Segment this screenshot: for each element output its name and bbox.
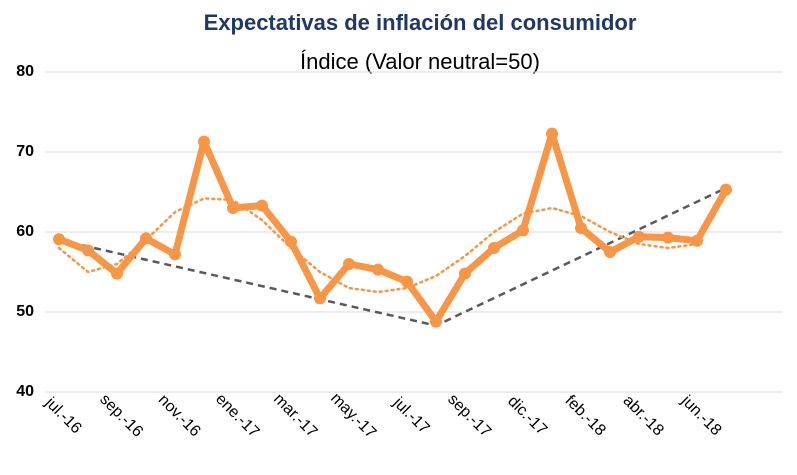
point (604, 246, 616, 258)
x-tick-label: nov.-16 (155, 391, 204, 440)
chart-subtitle: Índice (Valor neutral=50) (300, 49, 540, 74)
y-tick-label: 40 (16, 383, 34, 400)
y-tick-label: 50 (16, 303, 34, 320)
point (459, 267, 471, 280)
x-tick-label: sep.-16 (96, 391, 146, 441)
point (140, 232, 152, 245)
chart-title: Expectativas de inflación del consumidor (204, 10, 637, 35)
point (111, 267, 123, 280)
series-line (55, 130, 730, 326)
point (314, 292, 326, 305)
point (169, 248, 181, 261)
y-tick-label: 80 (16, 63, 34, 80)
point (372, 263, 384, 276)
point (256, 199, 268, 212)
x-tick-label: ene.-17 (212, 391, 262, 441)
point (691, 234, 703, 247)
x-tick-label: may.-17 (327, 390, 379, 442)
x-tick-label: mar.-17 (270, 391, 320, 441)
point (575, 222, 587, 234)
point (227, 202, 239, 214)
point (82, 244, 94, 257)
trend-line (58, 186, 727, 327)
point (285, 235, 297, 248)
point (343, 258, 355, 270)
x-tick-label: feb.-18 (562, 392, 609, 439)
trend-curve (57, 197, 699, 294)
point (720, 183, 732, 196)
x-tick-label: jul.-16 (41, 394, 85, 438)
x-tick-label: sep.-17 (444, 391, 494, 441)
y-tick-label: 70 (16, 143, 34, 160)
x-tick-label: dic.-17 (504, 393, 550, 439)
point (53, 233, 65, 246)
y-tick-label: 60 (16, 223, 34, 240)
point (430, 315, 442, 328)
x-tick-label: jun.-18 (677, 392, 724, 439)
point (633, 230, 645, 243)
point (198, 135, 210, 148)
point (662, 231, 674, 244)
x-tick-label: jul.-17 (389, 394, 433, 438)
point (546, 127, 558, 140)
x-tick-label: abr.-18 (620, 392, 667, 439)
point (401, 275, 413, 288)
point (488, 242, 500, 254)
point (517, 224, 529, 237)
